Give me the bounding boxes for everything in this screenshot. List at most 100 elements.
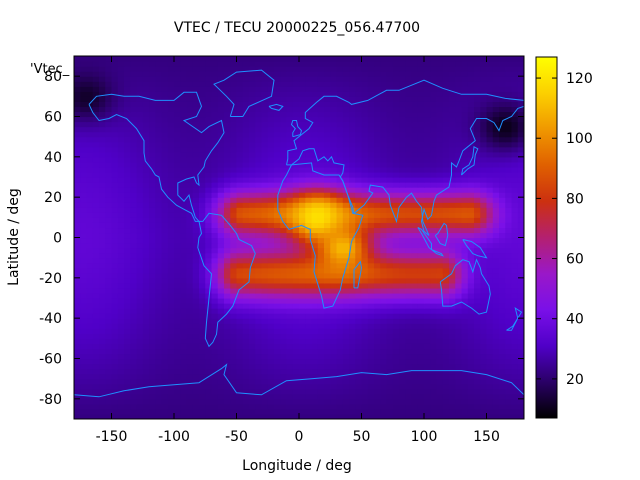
heatmap-cell	[436, 298, 444, 304]
heatmap-cell	[486, 126, 494, 133]
heatmap-cell	[80, 267, 88, 274]
heatmap-cell	[480, 393, 488, 400]
heatmap-cell	[505, 368, 513, 375]
heatmap-cell	[430, 126, 438, 133]
heatmap-cell	[480, 121, 488, 128]
heatmap-cell	[449, 373, 456, 380]
heatmap-cell	[517, 403, 524, 410]
heatmap-cell	[130, 373, 138, 380]
heatmap-cell	[405, 166, 413, 173]
heatmap-cell	[299, 247, 306, 254]
heatmap-cell	[155, 232, 163, 239]
heatmap-cell	[467, 368, 475, 375]
heatmap-cell	[205, 76, 213, 82]
heatmap-cell	[230, 313, 238, 319]
heatmap-cell	[92, 343, 100, 350]
heatmap-cell	[392, 262, 400, 269]
heatmap-cell	[211, 398, 219, 405]
heatmap-cell	[292, 171, 300, 178]
heatmap-cell	[405, 91, 413, 97]
heatmap-cell	[161, 318, 169, 324]
heatmap-cell	[399, 378, 406, 385]
heatmap-cell	[417, 207, 425, 213]
heatmap-cell	[255, 146, 263, 153]
heatmap-cell	[442, 242, 450, 249]
heatmap-cell	[311, 222, 319, 229]
heatmap-cell	[342, 227, 350, 234]
heatmap-cell	[130, 282, 138, 289]
heatmap-cell	[374, 202, 381, 208]
heatmap-cell	[355, 177, 363, 183]
heatmap-cell	[230, 333, 238, 339]
heatmap-cell	[80, 252, 88, 259]
heatmap-cell	[205, 413, 213, 419]
heatmap-cell	[124, 267, 131, 274]
heatmap-cell	[242, 141, 250, 148]
heatmap-cell	[261, 202, 269, 208]
heatmap-cell	[336, 71, 344, 77]
heatmap-cell	[442, 343, 450, 350]
heatmap-cell	[74, 217, 81, 223]
heatmap-cell	[261, 388, 269, 395]
heatmap-cell	[486, 177, 494, 183]
heatmap-cell	[205, 277, 213, 284]
heatmap-cell	[292, 237, 300, 244]
heatmap-cell	[236, 207, 244, 213]
heatmap-cell	[280, 136, 288, 143]
heatmap-cell	[124, 86, 131, 92]
heatmap-cell	[286, 156, 294, 163]
heatmap-cell	[99, 247, 106, 254]
heatmap-cell	[111, 71, 119, 77]
heatmap-cell	[217, 81, 225, 87]
heatmap-cell	[492, 383, 500, 390]
heatmap-cell	[92, 217, 100, 223]
heatmap-cell	[74, 247, 81, 254]
heatmap-cell	[492, 76, 500, 82]
heatmap-cell	[417, 338, 425, 344]
heatmap-cell	[130, 146, 138, 153]
heatmap-cell	[449, 197, 456, 203]
heatmap-cell	[430, 408, 438, 415]
heatmap-cell	[392, 413, 400, 419]
heatmap-cell	[186, 358, 194, 365]
heatmap-cell	[505, 353, 513, 360]
heatmap-cell	[249, 343, 256, 350]
heatmap-cell	[461, 252, 469, 259]
heatmap-cell	[311, 277, 319, 284]
heatmap-cell	[155, 166, 163, 173]
heatmap-cell	[186, 156, 194, 163]
heatmap-cell	[236, 116, 244, 123]
heatmap-cell	[392, 277, 400, 284]
heatmap-cell	[155, 323, 163, 329]
heatmap-cell	[405, 126, 413, 133]
heatmap-cell	[274, 267, 281, 274]
heatmap-cell	[274, 232, 281, 239]
heatmap-cell	[224, 222, 231, 229]
heatmap-cell	[505, 363, 513, 370]
heatmap-cell	[311, 96, 319, 102]
heatmap-cell	[380, 141, 388, 148]
heatmap-cell	[261, 146, 269, 153]
heatmap-cell	[324, 323, 331, 329]
heatmap-cell	[192, 121, 200, 128]
heatmap-cell	[186, 277, 194, 284]
heatmap-cell	[149, 91, 156, 97]
heatmap-cell	[336, 222, 344, 229]
heatmap-cell	[99, 303, 106, 309]
heatmap-cell	[92, 298, 100, 304]
heatmap-cell	[242, 338, 250, 344]
heatmap-cell	[236, 177, 244, 183]
heatmap-cell	[336, 363, 344, 370]
heatmap-cell	[255, 393, 263, 400]
heatmap-cell	[405, 333, 413, 339]
heatmap-cell	[180, 66, 188, 72]
heatmap-cell	[299, 121, 306, 128]
heatmap-cell	[292, 116, 300, 123]
heatmap-cell	[486, 348, 494, 355]
heatmap-cell	[136, 308, 144, 314]
heatmap-cell	[242, 353, 250, 360]
heatmap-cell	[167, 111, 175, 118]
heatmap-cell	[217, 247, 225, 254]
heatmap-cell	[130, 338, 138, 344]
heatmap-cell	[517, 106, 524, 113]
